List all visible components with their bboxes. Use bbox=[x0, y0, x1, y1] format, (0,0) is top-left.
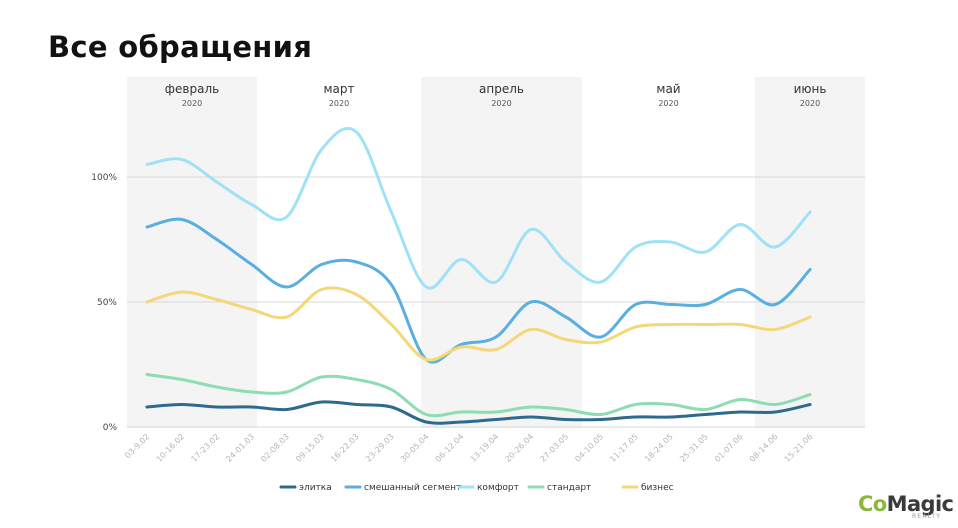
legend: элитка смешанный сегмент комфорт стандарт би… bbox=[279, 483, 674, 493]
x-tick-label: 18-24.05 bbox=[643, 432, 675, 464]
y-tick-label: 50% bbox=[97, 298, 117, 308]
y-tick-labels: 0% 50% 100% bbox=[91, 173, 117, 433]
month-label: апрель bbox=[479, 82, 524, 96]
series-lines bbox=[145, 126, 812, 425]
x-tick-label: 03-9.02 bbox=[123, 432, 151, 460]
x-tick-label: 27-03.05 bbox=[538, 432, 570, 464]
month-year-label: 2020 bbox=[182, 99, 202, 108]
legend-label: стандарт bbox=[547, 483, 591, 493]
page-title: Все обращения bbox=[48, 30, 313, 64]
legend-label: бизнес bbox=[641, 483, 674, 493]
month-labels: февраль 2020 март 2020 апрель 2020 май 2020 июнь… bbox=[165, 82, 827, 108]
x-tick-label: 01-07.06 bbox=[713, 432, 745, 464]
gridlines bbox=[127, 176, 865, 428]
x-tick-label: 24-01.03 bbox=[224, 432, 256, 464]
x-tick-label: 16-22.03 bbox=[329, 432, 361, 464]
x-tick-label: 25-31.05 bbox=[678, 432, 710, 464]
x-tick-label: 06-12.04 bbox=[434, 432, 466, 464]
month-label: март bbox=[323, 82, 354, 96]
logo-part-co: Co bbox=[858, 492, 887, 516]
y-tick-label: 100% bbox=[91, 173, 117, 183]
legend-label: элитка bbox=[299, 483, 332, 493]
legend-label: комфорт bbox=[477, 483, 519, 493]
x-tick-label: 04-10.05 bbox=[573, 432, 605, 464]
logo-wordmark: CoMagic bbox=[858, 492, 954, 516]
x-tick-label: 17-23.02 bbox=[189, 432, 221, 464]
month-label: июнь bbox=[794, 82, 827, 96]
x-tick-label: 23-29.03 bbox=[364, 432, 396, 464]
logo-subtitle: REALTY bbox=[912, 513, 942, 520]
month-band bbox=[755, 77, 865, 428]
series-line-2 bbox=[145, 126, 812, 290]
x-tick-label: 15-21.06 bbox=[783, 432, 815, 464]
x-tick-label: 02-08.03 bbox=[259, 432, 291, 464]
comagic-logo: CoMagic REALTY bbox=[858, 492, 954, 527]
x-tick-label: 30-05.04 bbox=[399, 432, 431, 464]
month-label: май bbox=[656, 82, 680, 96]
month-year-label: 2020 bbox=[658, 99, 678, 108]
x-tick-label: 11-17.05 bbox=[608, 432, 640, 464]
x-tick-label: 09-15.03 bbox=[294, 432, 326, 464]
x-tick-label: 10-16.02 bbox=[155, 432, 187, 464]
series-line-0 bbox=[145, 400, 812, 425]
y-tick-label: 0% bbox=[103, 423, 118, 433]
x-tick-label: 20-26.04 bbox=[504, 432, 536, 464]
month-label: февраль bbox=[165, 82, 219, 96]
x-tick-label: 08-14.06 bbox=[748, 432, 780, 464]
legend-label: смешанный сегмент bbox=[364, 483, 461, 493]
month-bands bbox=[127, 77, 865, 428]
x-tick-label: 13-19.04 bbox=[469, 432, 501, 464]
series-line-4 bbox=[145, 286, 812, 362]
month-year-label: 2020 bbox=[800, 99, 820, 108]
month-year-label: 2020 bbox=[329, 99, 349, 108]
series-line-3 bbox=[145, 373, 812, 418]
month-year-label: 2020 bbox=[491, 99, 511, 108]
logo-part-magic: Magic bbox=[886, 492, 954, 516]
x-tick-labels: 03-9.02 10-16.02 17-23.02 24-01.03 02-08.03 0… bbox=[123, 432, 814, 464]
series-line-1 bbox=[145, 217, 812, 364]
